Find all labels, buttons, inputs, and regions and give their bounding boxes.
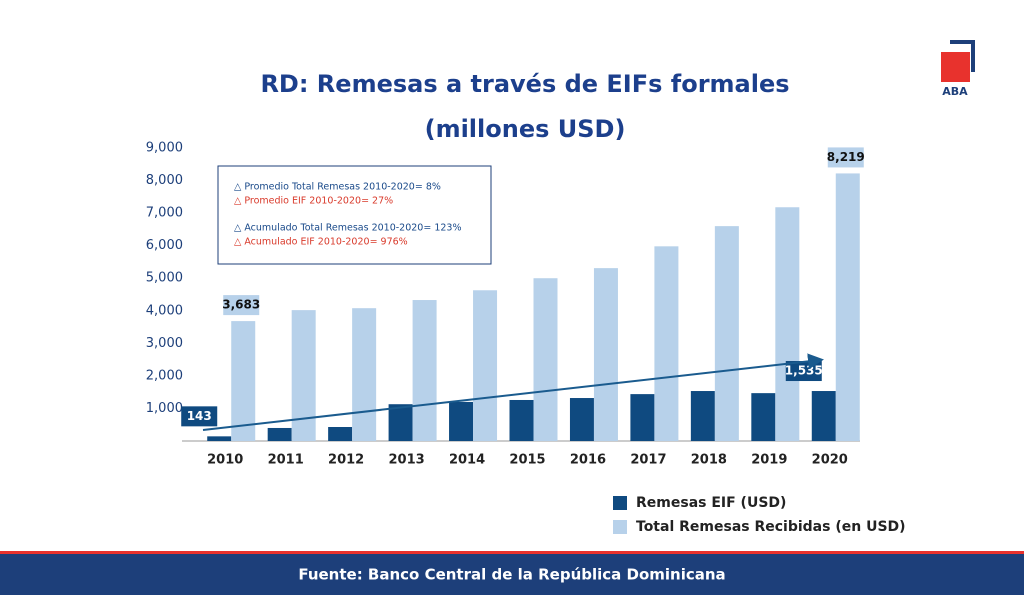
bar — [207, 436, 232, 441]
y-tick-label: 6,000 — [146, 238, 183, 253]
footer-stripe — [0, 551, 1024, 554]
value-label: 3,683 — [222, 298, 260, 312]
bar — [509, 399, 534, 441]
y-tick-label: 8,000 — [146, 173, 183, 188]
logo-square — [941, 52, 970, 82]
bar — [328, 427, 353, 441]
y-tick-label: 1,000 — [146, 401, 183, 416]
y-tick-label: 5,000 — [146, 271, 183, 286]
source: Fuente: Banco Central de la República Do… — [298, 566, 725, 584]
y-tick-label: 7,000 — [146, 206, 183, 221]
bar — [654, 246, 679, 441]
logo-bracket — [950, 40, 975, 72]
value-label: 1,535 — [785, 364, 823, 378]
bar — [473, 290, 498, 441]
annotation-box — [217, 165, 492, 265]
x-tick-label: 2020 — [812, 453, 848, 468]
bar — [811, 391, 836, 441]
trend-arrow — [202, 353, 824, 431]
bar — [388, 404, 413, 441]
footer — [0, 554, 1024, 595]
x-tick-label: 2010 — [207, 453, 243, 468]
x-tick-label: 2011 — [268, 453, 304, 468]
bar — [593, 268, 618, 441]
value-label-box — [223, 295, 260, 316]
bar — [690, 391, 715, 441]
bar — [630, 394, 655, 441]
bar — [231, 321, 256, 441]
annotation: △ Promedio EIF 2010-2020= 27% — [234, 196, 393, 207]
x-tick-label: 2012 — [328, 453, 364, 468]
x-tick-label: 2018 — [691, 453, 727, 468]
x-tick-label: 2014 — [449, 453, 485, 468]
x-tick-label: 2016 — [570, 453, 606, 468]
annotation: △ Acumulado EIF 2010-2020= 976% — [234, 237, 408, 248]
logo-text: ABA — [942, 85, 968, 98]
value-label-box — [827, 147, 864, 168]
bar — [352, 308, 377, 441]
x-tick-label: 2013 — [388, 453, 424, 468]
legend-swatch — [613, 496, 627, 510]
bar — [291, 310, 316, 441]
bar — [714, 226, 739, 441]
bar — [569, 398, 594, 441]
bar — [751, 393, 776, 441]
bar — [533, 278, 558, 441]
annotation: △ Acumulado Total Remesas 2010-2020= 123… — [234, 223, 462, 234]
bar — [267, 427, 292, 441]
x-tick-label: 2017 — [630, 453, 666, 468]
value-label: 143 — [187, 409, 212, 423]
legend-label: Total Remesas Recibidas (en USD) — [636, 519, 906, 535]
x-tick-label: 2019 — [751, 453, 787, 468]
y-tick-label: 9,000 — [146, 141, 183, 156]
y-tick-label: 4,000 — [146, 303, 183, 318]
legend-swatch — [613, 520, 627, 534]
annotation: △ Promedio Total Remesas 2010-2020= 8% — [234, 182, 441, 193]
x-tick-label: 2015 — [509, 453, 545, 468]
bar — [412, 300, 437, 441]
bar — [775, 207, 800, 441]
bar — [835, 173, 860, 441]
legend-label: Remesas EIF (USD) — [636, 495, 786, 511]
chart-title: RD: Remesas a través de EIFs formales — [260, 70, 789, 98]
y-tick-label: 3,000 — [146, 336, 183, 351]
bar — [449, 401, 474, 441]
value-label: 8,219 — [827, 150, 865, 164]
chart-subtitle: (millones USD) — [425, 115, 626, 143]
value-label-box — [181, 406, 218, 427]
y-tick-label: 2,000 — [146, 368, 183, 383]
